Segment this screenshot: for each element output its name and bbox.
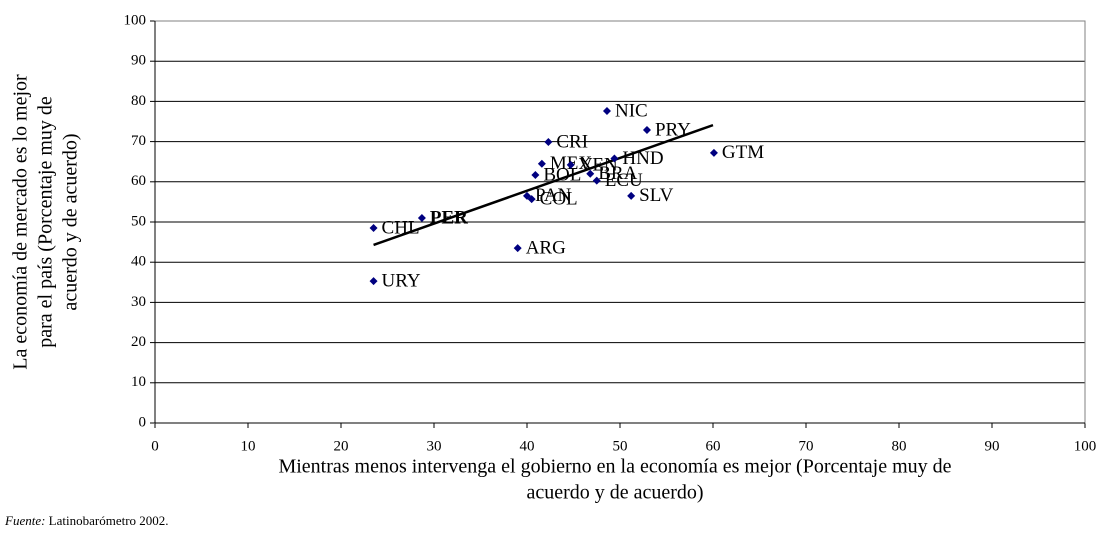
point <box>544 138 553 147</box>
point <box>642 125 651 134</box>
point <box>531 170 540 179</box>
trend-line <box>373 123 714 247</box>
point <box>537 159 546 168</box>
point <box>566 160 575 169</box>
point <box>610 154 619 163</box>
point-label: CHL <box>382 217 420 238</box>
y-axis-label: para el país (Porcentaje muy de <box>35 96 57 348</box>
point <box>602 107 611 116</box>
y-axis-label: acuerdo y de acuerdo) <box>60 133 82 310</box>
y-tick-label: 20 <box>131 334 146 350</box>
point <box>709 148 718 157</box>
x-tick-label: 30 <box>427 438 442 454</box>
point <box>627 191 636 200</box>
point-label: HND <box>622 148 663 169</box>
x-tick-label: 100 <box>1074 438 1097 454</box>
x-tick-label: 90 <box>985 438 1000 454</box>
y-tick-label: 50 <box>131 213 146 229</box>
x-tick-label: 80 <box>892 438 907 454</box>
point <box>527 195 536 204</box>
y-tick-label: 100 <box>124 12 147 28</box>
y-tick-label: 70 <box>131 133 146 149</box>
x-axis-label: Mientras menos intervenga el gobierno en… <box>278 456 951 478</box>
point <box>369 277 378 286</box>
x-tick-label: 10 <box>241 438 256 454</box>
point-label: BRA <box>598 163 637 184</box>
x-axis-label: acuerdo y de acuerdo) <box>526 482 703 504</box>
point-label: GTM <box>722 142 764 163</box>
point <box>369 224 378 233</box>
x-tick-label: 0 <box>151 438 159 454</box>
point <box>417 213 426 222</box>
y-axis-label: La economía de mercado es lo mejor <box>10 74 32 370</box>
y-tick-label: 0 <box>139 414 147 430</box>
y-tick-label: 40 <box>131 254 146 270</box>
point-label: ECU <box>605 170 643 191</box>
x-tick-label: 40 <box>520 438 535 454</box>
point <box>513 244 522 253</box>
x-tick-label: 50 <box>613 438 628 454</box>
x-tick-label: 20 <box>334 438 349 454</box>
y-tick-label: 60 <box>131 173 146 189</box>
footnote-prefix: Fuente: <box>4 513 45 528</box>
x-tick-label: 60 <box>706 438 721 454</box>
y-tick-label: 10 <box>131 374 146 390</box>
point-label: ARG <box>526 237 566 258</box>
y-tick-label: 80 <box>131 93 146 109</box>
footnote-text: Latinobarómetro 2002. <box>49 513 169 528</box>
point-label: COL <box>540 188 578 209</box>
point-label: SLV <box>639 185 673 206</box>
x-tick-label: 70 <box>799 438 814 454</box>
point <box>586 169 595 178</box>
point-label: VEN <box>579 154 618 175</box>
point-label: PAN <box>535 185 572 206</box>
footnote: Fuente: Latinobarómetro 2002. <box>4 513 169 528</box>
point-label: BOL <box>543 164 581 185</box>
point <box>592 176 601 185</box>
point-label: PER <box>430 207 468 228</box>
point-label: CRI <box>556 131 588 152</box>
y-tick-label: 90 <box>131 53 146 69</box>
point-label: URY <box>382 270 421 291</box>
y-tick-label: 30 <box>131 294 146 310</box>
point-label: PRY <box>655 119 691 140</box>
point-label: NIC <box>615 100 648 121</box>
